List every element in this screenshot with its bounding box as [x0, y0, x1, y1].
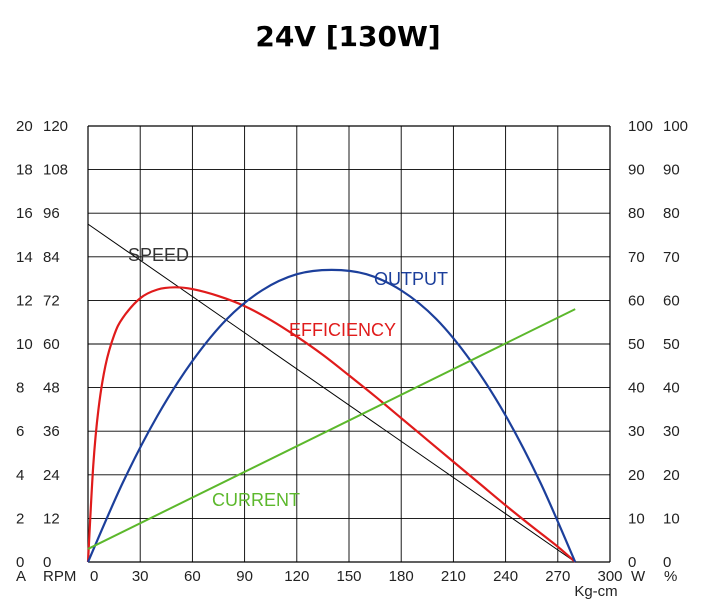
- efficiency-tick-label: 0: [663, 554, 671, 571]
- speed-tick-label: 60: [43, 336, 60, 353]
- x-tick-label: 300: [597, 568, 622, 585]
- series-lines: [86, 223, 577, 563]
- output-tick-label: 80: [628, 205, 645, 222]
- series-label-speed: SPEED: [128, 245, 189, 265]
- current-tick-label: 6: [16, 423, 24, 440]
- speed-tick-label: 120: [43, 118, 68, 135]
- series-label-current: CURRENT: [212, 490, 300, 510]
- efficiency-tick-label: 100: [663, 118, 688, 135]
- chart-title: 24V [130W]: [255, 20, 440, 53]
- speed-tick-label: 36: [43, 423, 60, 440]
- efficiency-tick-label: 80: [663, 205, 680, 222]
- output-tick-label: 90: [628, 162, 645, 179]
- x-tick-label: 90: [236, 568, 253, 585]
- current-tick-label: 18: [16, 162, 33, 179]
- grid: [87, 125, 611, 563]
- efficiency-tick-label: 90: [663, 162, 680, 179]
- axis-ticks: 0246810121416182001224364860728496108120…: [16, 118, 688, 600]
- series-label-efficiency: EFFICIENCY: [289, 320, 396, 340]
- speed-tick-label: 96: [43, 205, 60, 222]
- efficiency-tick-label: 50: [663, 336, 680, 353]
- x-tick-label: 210: [441, 568, 466, 585]
- x-unit-label: Kg-cm: [574, 583, 617, 600]
- speed-tick-label: 108: [43, 162, 68, 179]
- x-tick-label: 60: [184, 568, 201, 585]
- current-tick-label: 4: [16, 467, 24, 484]
- current-tick-label: 10: [16, 336, 33, 353]
- efficiency-tick-label: 20: [663, 467, 680, 484]
- series-line-speed: [87, 223, 576, 563]
- efficiency-tick-label: 10: [663, 510, 680, 527]
- output-tick-label: 60: [628, 292, 645, 309]
- efficiency-tick-label: 70: [663, 249, 680, 266]
- current-tick-label: 14: [16, 249, 33, 266]
- current-tick-label: 2: [16, 510, 24, 527]
- series-line-current: [87, 308, 576, 550]
- speed-unit-label: RPM: [43, 568, 76, 585]
- speed-tick-label: 12: [43, 510, 60, 527]
- series-labels: SPEED EFFICIENCY OUTPUT CURRENT: [128, 245, 448, 510]
- speed-tick-label: 48: [43, 380, 60, 397]
- x-tick-label: 150: [336, 568, 361, 585]
- output-tick-label: 40: [628, 380, 645, 397]
- speed-tick-label: 0: [43, 554, 51, 571]
- efficiency-tick-label: 60: [663, 292, 680, 309]
- output-unit-label: W: [631, 568, 646, 585]
- speed-tick-label: 24: [43, 467, 60, 484]
- x-tick-label: 0: [90, 568, 98, 585]
- speed-tick-label: 72: [43, 292, 60, 309]
- x-tick-label: 180: [389, 568, 414, 585]
- x-tick-label: 120: [284, 568, 309, 585]
- output-tick-label: 30: [628, 423, 645, 440]
- efficiency-tick-label: 30: [663, 423, 680, 440]
- x-tick-label: 240: [493, 568, 518, 585]
- output-tick-label: 20: [628, 467, 645, 484]
- output-tick-label: 70: [628, 249, 645, 266]
- current-tick-label: 8: [16, 380, 24, 397]
- efficiency-tick-label: 40: [663, 380, 680, 397]
- output-tick-label: 50: [628, 336, 645, 353]
- series-line-efficiency: [86, 286, 576, 563]
- speed-tick-label: 84: [43, 249, 60, 266]
- efficiency-unit-label: %: [664, 568, 677, 585]
- x-tick-label: 30: [132, 568, 149, 585]
- current-unit-label: A: [16, 568, 26, 585]
- current-tick-label: 16: [16, 205, 33, 222]
- x-tick-label: 270: [545, 568, 570, 585]
- output-tick-label: 100: [628, 118, 653, 135]
- output-tick-label: 0: [628, 554, 636, 571]
- current-tick-label: 0: [16, 554, 24, 571]
- current-tick-label: 20: [16, 118, 33, 135]
- series-line-output: [86, 268, 577, 563]
- output-tick-label: 10: [628, 510, 645, 527]
- current-tick-label: 12: [16, 292, 33, 309]
- series-label-output: OUTPUT: [374, 269, 448, 289]
